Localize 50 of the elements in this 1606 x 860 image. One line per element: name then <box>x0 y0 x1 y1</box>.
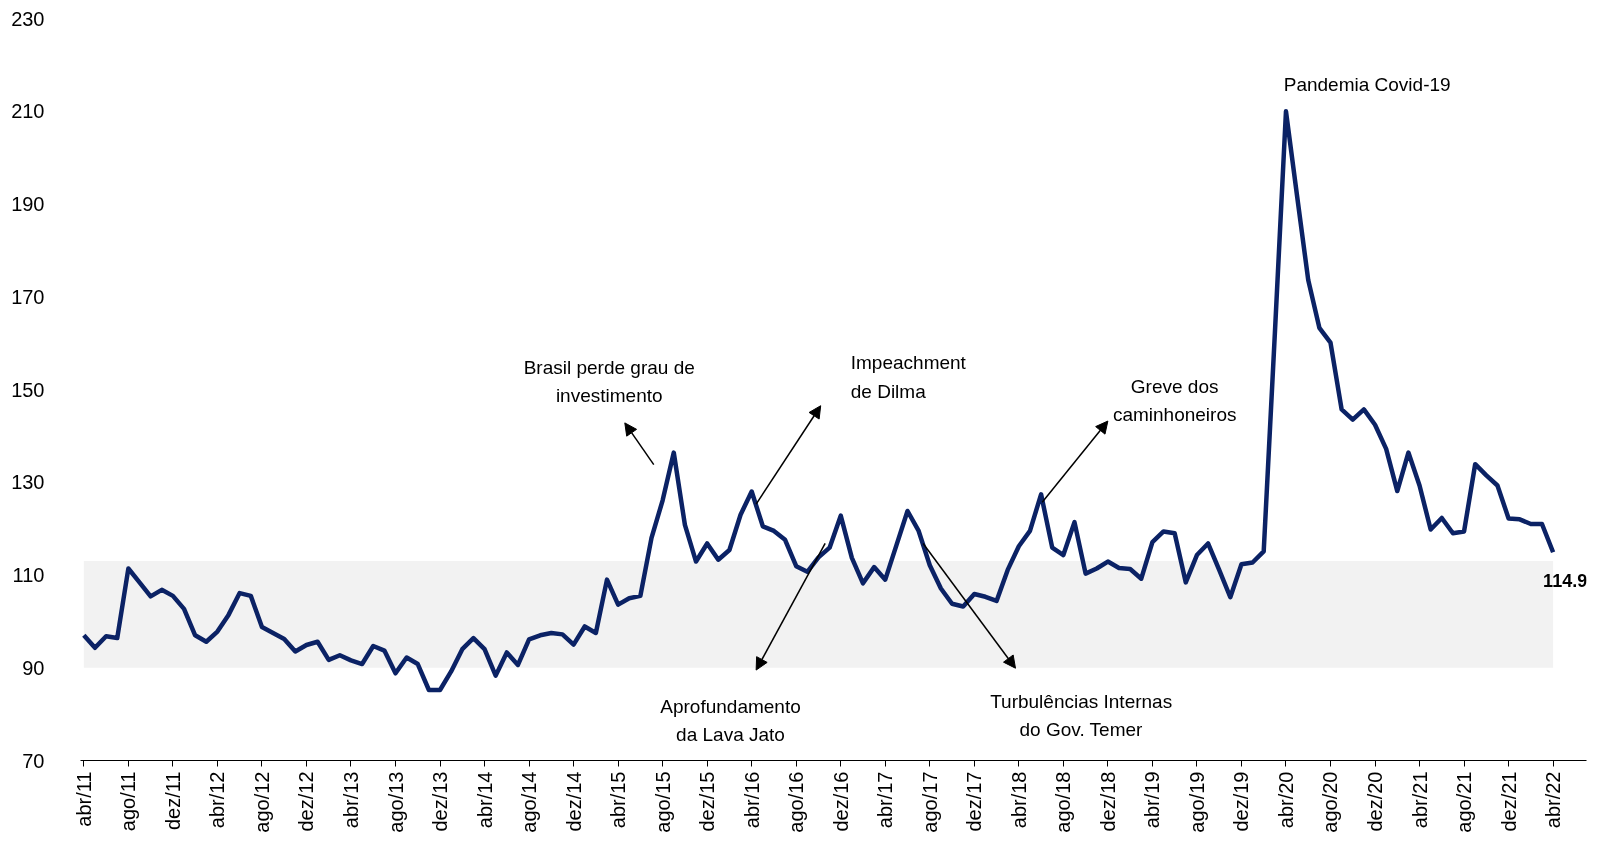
x-tick-label: dez/19 <box>1230 771 1253 832</box>
annotation: Pandemia Covid-19 <box>1283 74 1451 96</box>
x-tick-label: ago/20 <box>1319 771 1342 833</box>
x-tick-label: ago/21 <box>1453 771 1476 833</box>
y-tick-label: 110 <box>12 564 45 586</box>
y-tick-label: 70 <box>22 749 45 772</box>
x-tick-label: dez/15 <box>696 771 719 832</box>
x-tick-label: abr/20 <box>1274 771 1297 829</box>
x-tick-label: abr/12 <box>206 771 229 829</box>
x-tick-label: ago/14 <box>518 771 541 833</box>
annotation: Brasil perde grau de investimento <box>523 357 695 407</box>
x-tick-label: abr/16 <box>740 771 763 829</box>
x-tick-label: abr/19 <box>1141 771 1164 829</box>
x-tick-label: abr/18 <box>1007 771 1030 829</box>
y-tick-label: 210 <box>11 100 45 123</box>
y-tick-label: 170 <box>11 285 45 308</box>
x-tick-label: abr/15 <box>607 771 630 829</box>
y-tick-label: 90 <box>22 656 45 679</box>
annotation: Aprofundamento da Lava Jato <box>660 695 801 745</box>
x-tick-label: dez/20 <box>1364 771 1387 832</box>
x-tick-label: ago/15 <box>651 771 674 833</box>
x-tick-label: dez/17 <box>963 771 986 832</box>
x-tick-label: ago/17 <box>918 771 941 833</box>
x-tick-label: dez/18 <box>1096 771 1119 832</box>
x-tick-label: abr/22 <box>1542 771 1565 829</box>
x-tick-label: ago/16 <box>785 771 808 833</box>
y-tick-label: 230 <box>11 7 45 30</box>
x-tick-label: dez/13 <box>429 771 452 832</box>
data-label: 114.9 <box>1543 571 1588 592</box>
x-tick-label: dez/16 <box>829 771 852 832</box>
x-tick-label: abr/14 <box>473 771 496 829</box>
x-tick-label: abr/17 <box>874 771 897 829</box>
annotation: Impeachment de Dilma <box>850 352 967 402</box>
annotation: Turbulências Internas do Gov. Temer <box>990 690 1173 741</box>
x-tick-label: ago/12 <box>250 771 273 833</box>
x-tick-label: abr/13 <box>339 771 362 829</box>
x-tick-label: dez/14 <box>562 771 585 832</box>
x-tick-label: ago/18 <box>1052 771 1075 833</box>
x-tick-label: ago/11 <box>117 771 140 832</box>
x-tick-label: abr/21 <box>1408 771 1431 829</box>
y-tick-label: 130 <box>11 471 45 494</box>
y-tick-label: 190 <box>11 193 45 215</box>
x-tick-label: dez/21 <box>1497 771 1520 832</box>
x-tick-label: ago/19 <box>1185 771 1208 833</box>
y-tick-label: 150 <box>11 378 45 401</box>
annotation: Greve dos caminhoneiros <box>1112 375 1237 425</box>
x-tick-label: abr/11 <box>72 771 95 827</box>
x-tick-label: ago/13 <box>384 771 407 833</box>
x-tick-label: dez/12 <box>295 771 318 832</box>
x-tick-label: dez/11 <box>161 771 184 831</box>
